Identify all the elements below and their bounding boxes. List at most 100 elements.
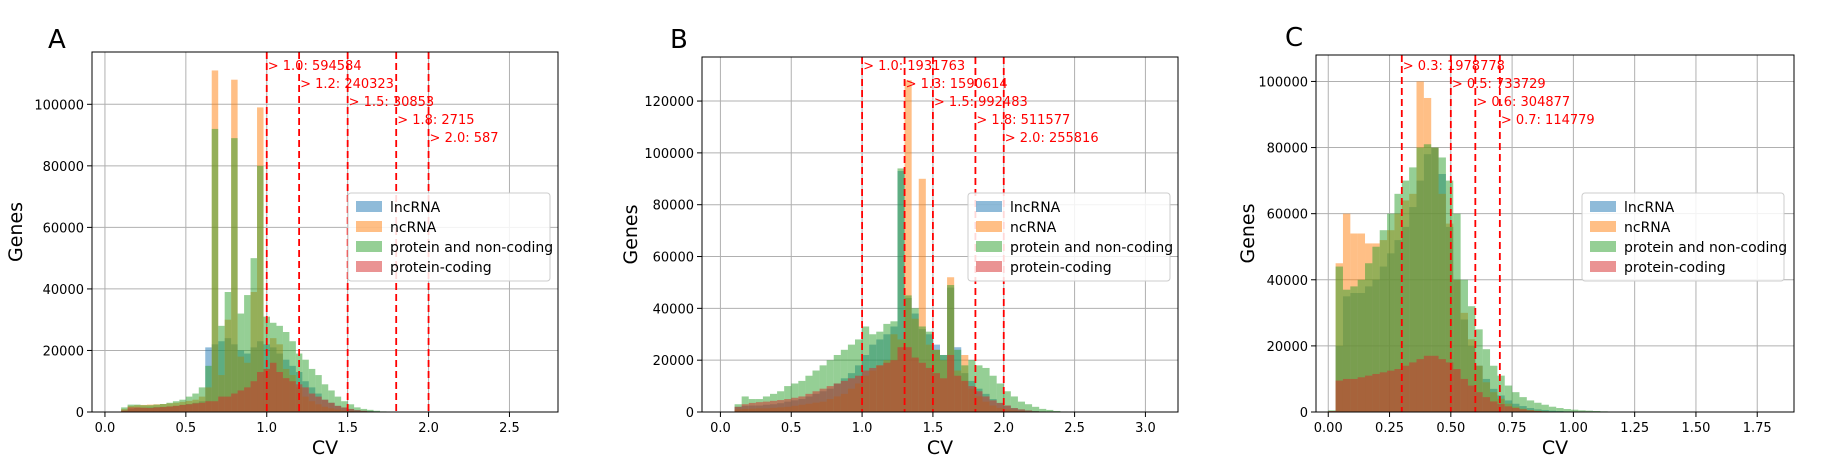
- histogram-bar: [1039, 408, 1047, 412]
- x-tick-label: 1.75: [1743, 421, 1772, 436]
- legend: lncRNA ncRNA protein and non-coding protein…: [1581, 192, 1787, 282]
- histogram-bar: [347, 404, 355, 412]
- axes-frame: [1315, 54, 1795, 413]
- histogram-bar: [847, 378, 855, 412]
- x-tick-label: 0.25: [1375, 421, 1404, 436]
- histogram-bar: [1335, 266, 1343, 412]
- legend-label: protein and non-coding: [1010, 240, 1173, 256]
- histogram-bar: [153, 407, 160, 412]
- y-tick-label: 80000: [1267, 142, 1308, 157]
- histogram-bar: [1416, 147, 1424, 413]
- x-tick-label: 3.0: [1135, 421, 1156, 436]
- histogram-bar: [1460, 279, 1468, 412]
- histogram-bar: [784, 399, 792, 412]
- histogram-bar: [250, 381, 258, 412]
- histogram-bar: [1379, 372, 1388, 412]
- threshold-label: > 1.5: 992483: [934, 95, 1028, 110]
- threshold-label: > 1.8: 2715: [397, 113, 474, 128]
- histogram-bar: [282, 378, 290, 412]
- histogram-bar: [791, 397, 799, 412]
- y-axis-title: Genes: [5, 202, 27, 262]
- histogram-bar: [1526, 400, 1535, 412]
- y-tick-label: 40000: [653, 302, 694, 317]
- histogram-bar: [1357, 279, 1366, 412]
- histogram-bar: [1010, 396, 1018, 412]
- histogram-bar: [1482, 349, 1491, 412]
- histogram-bar: [347, 408, 355, 412]
- histogram-bar: [360, 408, 368, 412]
- histogram-bar: [321, 384, 329, 412]
- legend-box: [1581, 192, 1785, 282]
- histogram-bar: [231, 393, 238, 412]
- histogram-bar: [862, 370, 870, 412]
- histogram-bar: [211, 401, 219, 412]
- histogram-bar: [890, 360, 898, 412]
- histogram-bar: [1541, 404, 1549, 412]
- legend-label: protein-coding: [390, 260, 492, 276]
- histogram-bar: [1453, 369, 1461, 412]
- series-protein-and-non-coding: [1328, 144, 1623, 413]
- threshold-label: > 1.5: 30853: [349, 95, 435, 110]
- histogram-bar: [798, 396, 806, 412]
- histogram-bar: [257, 165, 264, 412]
- histogram-bar: [218, 396, 225, 412]
- legend-label: lncRNA: [1624, 200, 1675, 216]
- y-tick-label: 0: [686, 406, 694, 421]
- histogram-bar: [334, 396, 342, 412]
- histogram-bar: [826, 386, 834, 412]
- histogram-bar: [231, 138, 238, 412]
- histogram-bar: [1017, 401, 1025, 412]
- histogram-bar: [1519, 409, 1527, 412]
- y-tick-label: 80000: [43, 160, 84, 175]
- y-tick-label: 20000: [1267, 340, 1308, 355]
- histogram-bar: [869, 367, 877, 412]
- histogram-bar: [1365, 375, 1373, 412]
- histogram-bar: [1342, 289, 1351, 412]
- histogram-bar: [1467, 385, 1476, 412]
- x-tick-label: 2.0: [993, 421, 1014, 436]
- panel-letter: A: [48, 25, 66, 55]
- histogram-bar: [1003, 391, 1011, 412]
- histogram-bar: [172, 405, 180, 412]
- histogram-bar: [982, 396, 990, 412]
- histogram-bar: [961, 380, 969, 412]
- histogram-bar: [1387, 370, 1395, 412]
- threshold-label: > 2.0: 255816: [1005, 131, 1099, 146]
- histogram-bar: [289, 381, 296, 412]
- histogram-bar: [918, 178, 926, 412]
- x-axis-title: CV: [312, 437, 338, 459]
- histogram-bar: [840, 380, 848, 412]
- histogram-bar: [1053, 410, 1061, 412]
- x-tick-label: 1.5: [337, 421, 358, 436]
- x-tick-label: 0.50: [1436, 421, 1465, 436]
- histogram-bar: [904, 80, 912, 412]
- x-axis-title: CV: [927, 437, 953, 459]
- x-tick-label: 1.5: [923, 421, 944, 436]
- histogram-bar: [975, 365, 983, 412]
- x-tick-label: 0.0: [710, 421, 731, 436]
- histogram-bar: [1010, 408, 1018, 412]
- histogram-bar: [205, 401, 212, 412]
- histogram-bar: [192, 403, 199, 412]
- histogram-bar: [1350, 378, 1358, 412]
- y-tick-label: 0: [76, 406, 84, 421]
- histogram-bar: [1460, 378, 1468, 412]
- axes-frame: [91, 51, 559, 413]
- histogram-bar: [1445, 362, 1454, 412]
- histogram-bar: [1526, 410, 1535, 412]
- histogram-bar: [855, 375, 863, 412]
- histogram-bar: [1431, 355, 1439, 412]
- histogram-bar: [282, 332, 290, 412]
- x-tick-label: 0.5: [781, 421, 802, 436]
- x-tick-label: 1.50: [1681, 421, 1710, 436]
- histogram-bar: [224, 292, 232, 412]
- histogram-bar: [748, 402, 756, 412]
- histogram-bar: [1416, 359, 1424, 412]
- y-tick-label: 100000: [644, 147, 694, 162]
- histogram-bar: [224, 396, 232, 412]
- histogram-bar: [140, 407, 148, 412]
- histogram-bar: [1387, 213, 1395, 412]
- histogram-bar: [321, 399, 329, 412]
- histogram-bar: [1357, 377, 1366, 412]
